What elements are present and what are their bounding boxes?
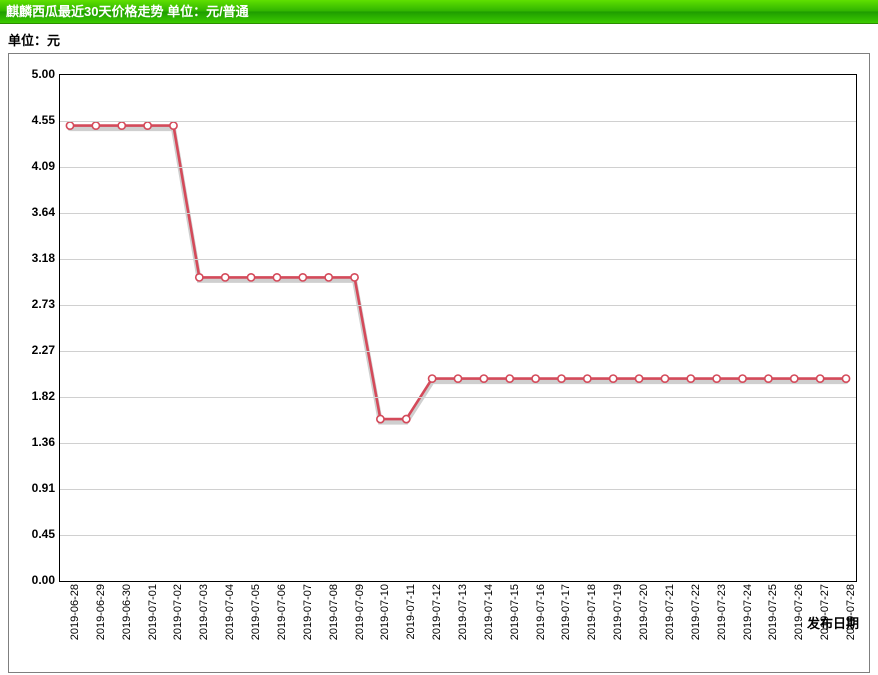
y-tick-label: 4.55 — [9, 113, 55, 127]
chart-container: 发布日期 0.000.450.911.361.822.272.733.183.6… — [8, 53, 870, 673]
y-tick-label: 0.91 — [9, 481, 55, 495]
x-tick-label: 2019-06-30 — [121, 584, 133, 640]
data-point — [791, 375, 798, 382]
x-tick-label: 2019-07-03 — [198, 584, 210, 640]
data-point — [170, 122, 177, 129]
y-tick-label: 1.82 — [9, 389, 55, 403]
y-tick-label: 3.18 — [9, 251, 55, 265]
data-point — [506, 375, 513, 382]
x-tick-label: 2019-06-28 — [69, 584, 81, 640]
x-tick-label: 2019-07-23 — [716, 584, 728, 640]
data-point — [713, 375, 720, 382]
y-tick-label: 2.27 — [9, 343, 55, 357]
x-tick-label: 2019-07-24 — [742, 584, 754, 640]
y-unit-label: 单位：元 — [0, 24, 878, 49]
x-tick-label: 2019-07-21 — [664, 584, 676, 640]
x-tick-label: 2019-07-17 — [560, 584, 572, 640]
y-tick-label: 0.45 — [9, 527, 55, 541]
y-tick-label: 1.36 — [9, 435, 55, 449]
y-tick-label: 3.64 — [9, 205, 55, 219]
data-point — [817, 375, 824, 382]
x-tick-label: 2019-07-01 — [147, 584, 159, 640]
x-tick-label: 2019-07-11 — [405, 584, 417, 639]
data-point — [429, 375, 436, 382]
data-point — [222, 274, 229, 281]
data-point — [351, 274, 358, 281]
x-tick-label: 2019-07-09 — [354, 584, 366, 640]
data-point — [66, 122, 73, 129]
x-tick-label: 2019-07-06 — [276, 584, 288, 640]
x-tick-label: 2019-07-10 — [379, 584, 391, 640]
data-point — [765, 375, 772, 382]
data-point — [584, 375, 591, 382]
x-tick-label: 2019-07-12 — [431, 584, 443, 640]
data-point — [842, 375, 849, 382]
x-tick-label: 2019-07-04 — [224, 584, 236, 640]
data-point — [325, 274, 332, 281]
data-point — [635, 375, 642, 382]
x-tick-label: 2019-07-07 — [302, 584, 314, 640]
data-point — [454, 375, 461, 382]
x-tick-label: 2019-07-02 — [172, 584, 184, 640]
header-bar: 麒麟西瓜最近30天价格走势 单位：元/普通 — [0, 0, 878, 24]
x-tick-label: 2019-07-20 — [638, 584, 650, 640]
data-point — [144, 122, 151, 129]
x-tick-label: 2019-07-16 — [535, 584, 547, 640]
data-point — [247, 274, 254, 281]
data-point — [377, 415, 384, 422]
data-point — [558, 375, 565, 382]
x-tick-label: 2019-06-29 — [95, 584, 107, 640]
x-tick-label: 2019-07-28 — [845, 584, 857, 640]
data-point — [610, 375, 617, 382]
data-point — [273, 274, 280, 281]
x-tick-label: 2019-07-15 — [509, 584, 521, 640]
y-tick-label: 0.00 — [9, 573, 55, 587]
data-point — [299, 274, 306, 281]
y-tick-label: 5.00 — [9, 67, 55, 81]
chart-svg — [60, 75, 360, 225]
data-point — [480, 375, 487, 382]
data-point — [196, 274, 203, 281]
x-tick-label: 2019-07-08 — [328, 584, 340, 640]
x-tick-label: 2019-07-14 — [483, 584, 495, 640]
y-tick-label: 4.09 — [9, 159, 55, 173]
data-point — [739, 375, 746, 382]
data-point — [118, 122, 125, 129]
x-tick-label: 2019-07-27 — [819, 584, 831, 640]
y-tick-label: 2.73 — [9, 297, 55, 311]
x-tick-label: 2019-07-05 — [250, 584, 262, 640]
x-tick-label: 2019-07-13 — [457, 584, 469, 640]
data-point — [92, 122, 99, 129]
x-tick-label: 2019-07-22 — [690, 584, 702, 640]
x-tick-label: 2019-07-25 — [767, 584, 779, 640]
data-point — [661, 375, 668, 382]
data-point — [403, 415, 410, 422]
data-point — [687, 375, 694, 382]
plot-area — [59, 74, 857, 582]
header-title: 麒麟西瓜最近30天价格走势 单位：元/普通 — [6, 4, 249, 19]
x-tick-label: 2019-07-18 — [586, 584, 598, 640]
x-tick-label: 2019-07-19 — [612, 584, 624, 640]
x-tick-label: 2019-07-26 — [793, 584, 805, 640]
data-point — [532, 375, 539, 382]
